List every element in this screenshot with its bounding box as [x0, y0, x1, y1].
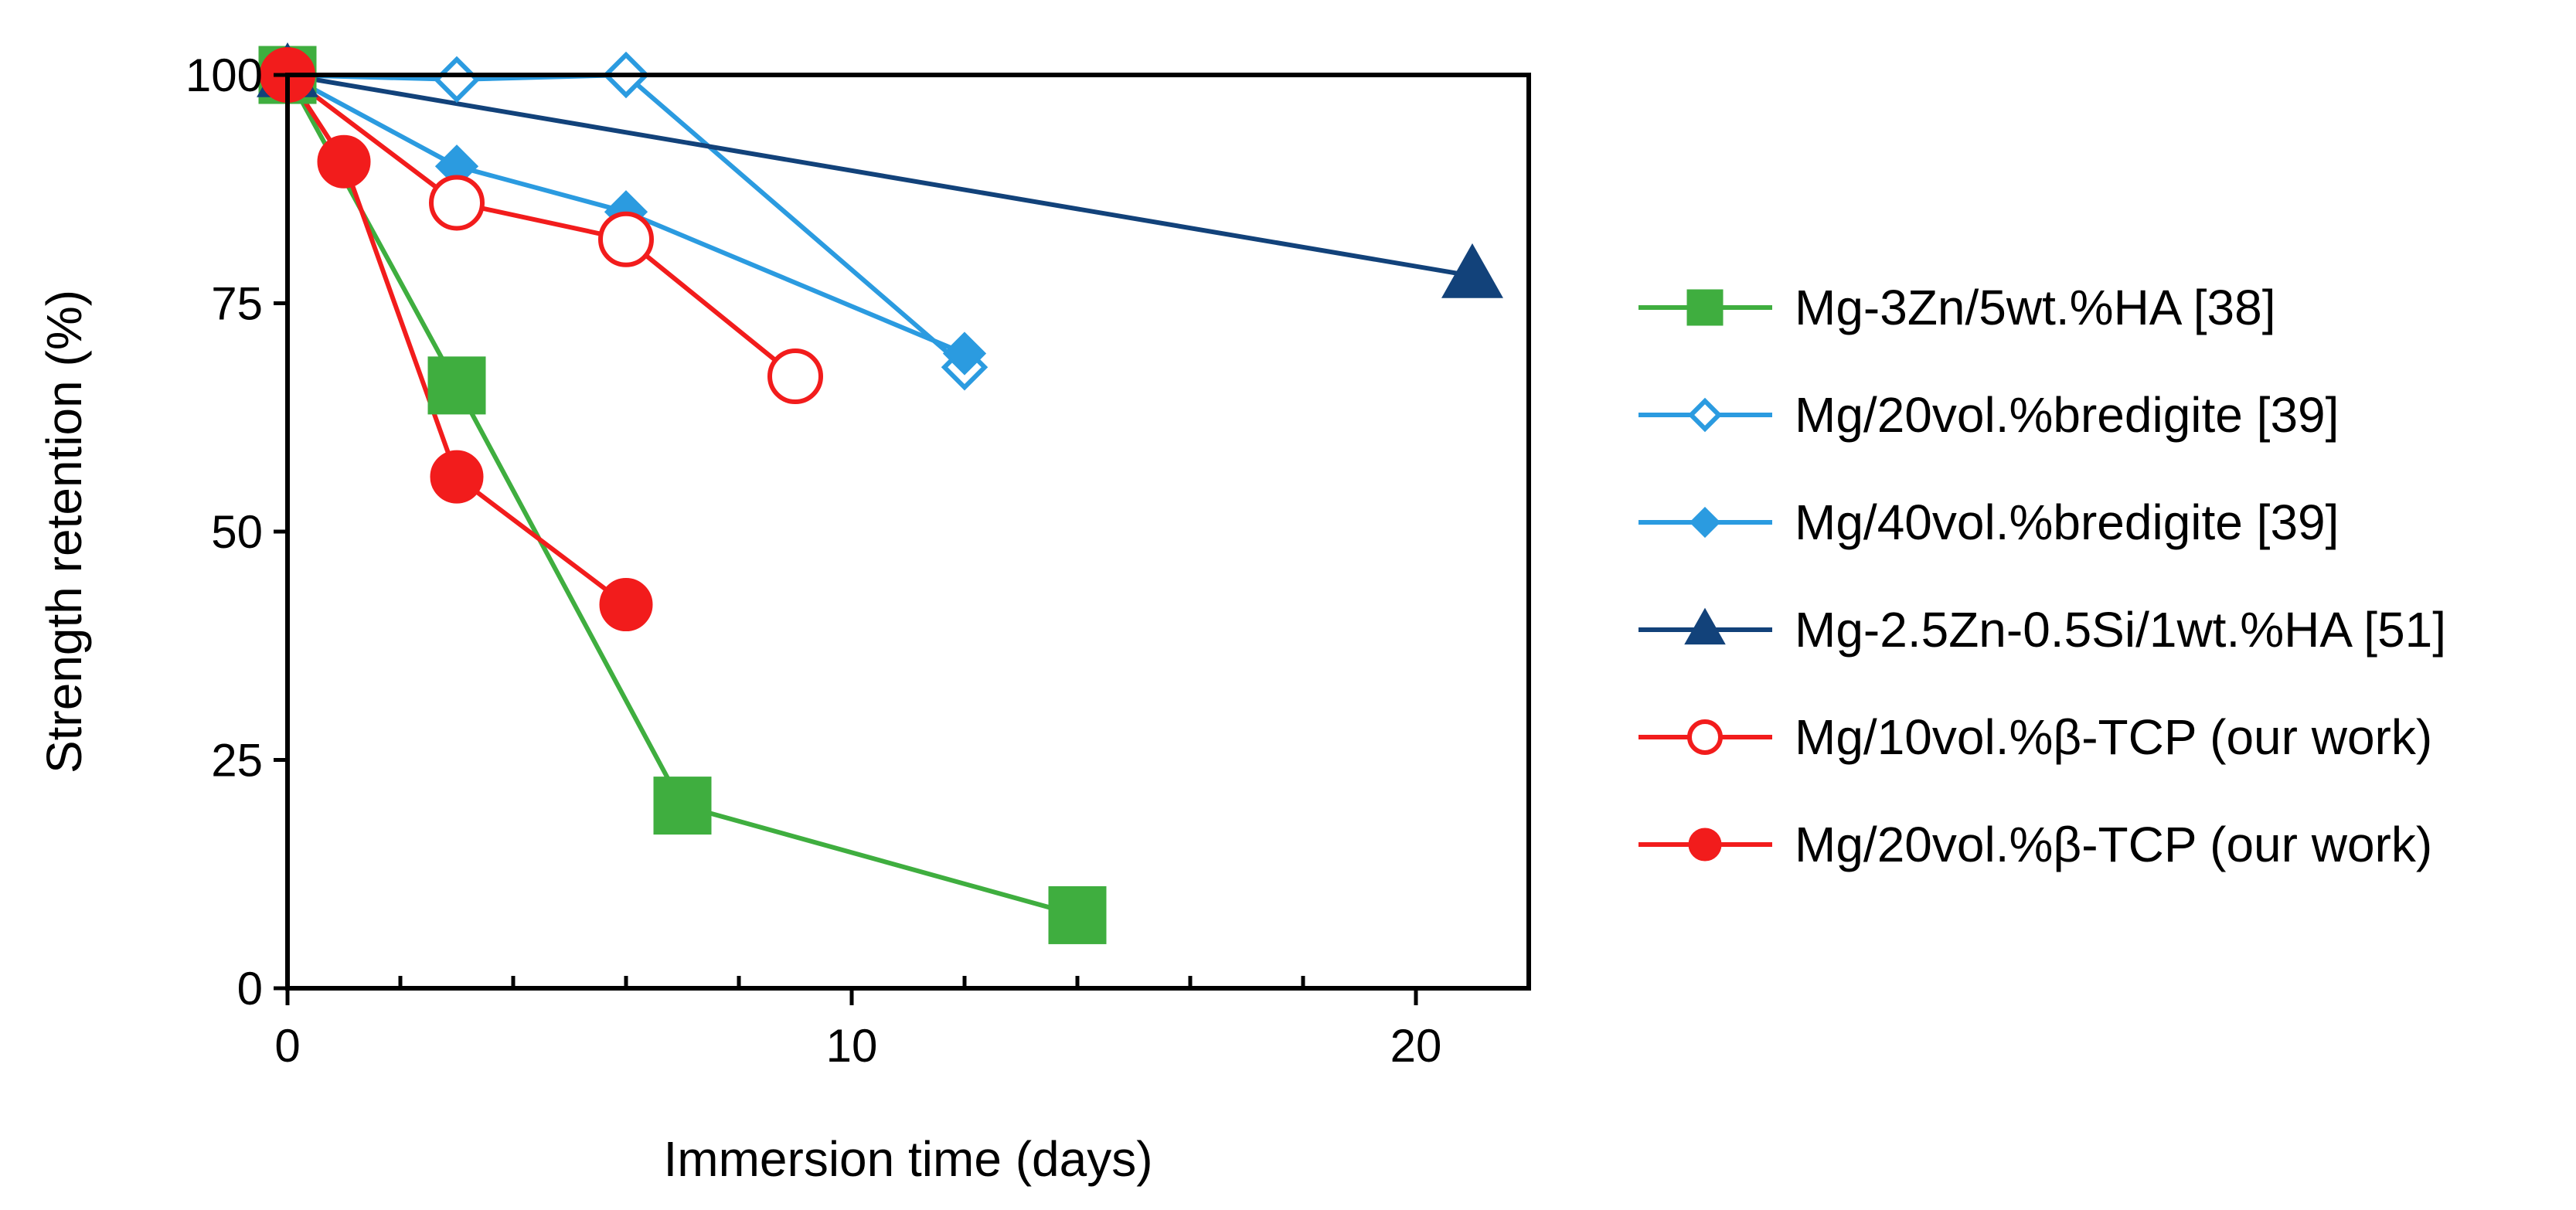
series-line-4	[287, 73, 1473, 278]
series-1-point	[653, 777, 712, 835]
series-6-point	[599, 578, 653, 632]
x-tick-label: 10	[826, 1020, 878, 1072]
legend-label: Mg/20vol.%bredigite [39]	[1795, 387, 2339, 443]
legend-marker	[1687, 397, 1723, 433]
legend-label: Mg-2.5Zn-0.5Si/1wt.%HA [51]	[1795, 602, 2446, 658]
series-3-point	[942, 331, 987, 376]
y-tick-label: 0	[237, 963, 263, 1015]
series-6-point	[430, 450, 484, 504]
legend-marker	[1688, 828, 1722, 862]
series-line-6	[285, 73, 628, 607]
y-tick-label: 75	[211, 278, 263, 330]
legend-marker	[1684, 607, 1726, 645]
x-axis-title: Immersion time (days)	[664, 1131, 1153, 1187]
legend-marker	[1689, 506, 1721, 539]
legend-label: Mg/40vol.%bredigite [39]	[1795, 495, 2339, 550]
y-tick-label: 100	[185, 49, 263, 101]
series-5-point	[598, 211, 654, 267]
legend-marker	[1687, 719, 1723, 755]
series-5-point	[767, 348, 823, 405]
series-line-1	[285, 73, 1078, 918]
y-tick-label: 50	[211, 506, 263, 558]
series-1-point	[427, 356, 486, 415]
legend-label: Mg-3Zn/5wt.%HA [38]	[1795, 280, 2275, 335]
x-tick-label: 0	[274, 1020, 300, 1072]
legend-label: Mg/20vol.%β-TCP (our work)	[1795, 817, 2432, 872]
series-line-3	[286, 73, 966, 356]
series-6-point	[317, 134, 371, 189]
series-5-point	[429, 175, 485, 231]
series-1-point	[1048, 885, 1107, 944]
series-4-point	[1441, 243, 1503, 298]
legend: Mg-3Zn/5wt.%HA [38] Mg/20vol.%bredigite […	[1638, 280, 2446, 872]
y-tick-label: 25	[211, 735, 263, 787]
series-line-5	[286, 73, 797, 379]
legend-marker	[1686, 289, 1724, 326]
x-tick-label: 20	[1390, 1020, 1442, 1072]
legend-label: Mg/10vol.%β-TCP (our work)	[1795, 709, 2432, 765]
y-axis-title: Strength retention (%)	[36, 290, 92, 773]
